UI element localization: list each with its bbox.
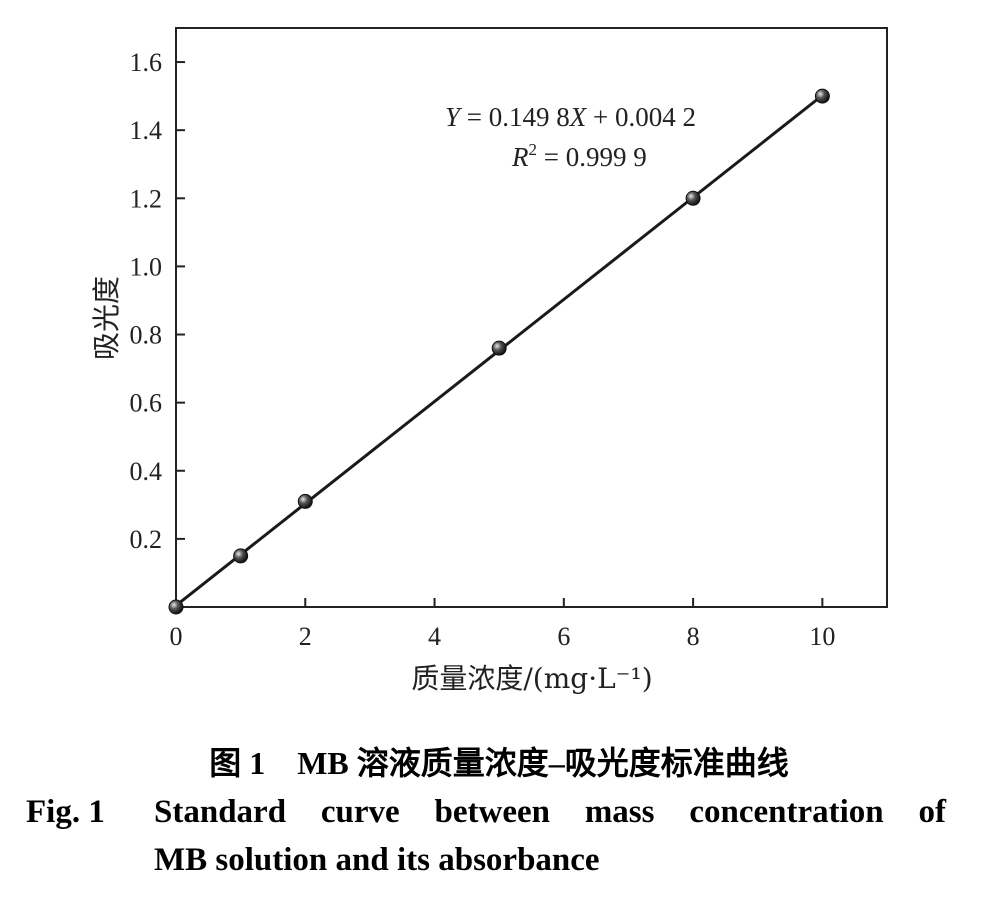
caption-english-label: Fig. 1 bbox=[26, 794, 105, 830]
y-tick-labels: 0.2 0.4 0.6 0.8 1.0 1.2 1.4 1.6 bbox=[130, 48, 163, 554]
data-point bbox=[685, 190, 701, 206]
y-axis-title: 吸光度 bbox=[90, 276, 123, 360]
chart: 0 2 4 6 8 10 0.2 0.4 0.6 0.8 1.0 1.2 1.4 1.6 Y = 0.1… bbox=[90, 27, 888, 695]
y-tick-label: 1.2 bbox=[130, 184, 163, 213]
y-tick-label: 0.8 bbox=[130, 321, 163, 350]
y-tick-label: 0.6 bbox=[130, 389, 163, 418]
y-tick-label: 0.2 bbox=[130, 525, 163, 554]
y-tick-label: 0.4 bbox=[130, 457, 163, 486]
y-tick-label: 1.0 bbox=[130, 252, 163, 281]
caption-chinese-label: 图 1 bbox=[209, 745, 266, 781]
caption-english-line2: MB solution and its absorbance bbox=[154, 842, 600, 878]
data-point bbox=[233, 548, 249, 564]
y-tick-label: 1.4 bbox=[130, 116, 163, 145]
x-tick-labels: 0 2 4 6 8 10 bbox=[170, 622, 836, 651]
tick-marks bbox=[175, 61, 824, 607]
caption-chinese: 图 1 MB 溶液质量浓度–吸光度标准曲线 bbox=[0, 738, 992, 784]
caption-chinese-text: MB 溶液质量浓度–吸光度标准曲线 bbox=[297, 745, 789, 781]
data-point bbox=[491, 340, 507, 356]
caption-word: curve bbox=[320, 794, 400, 830]
y-tick-label: 1.6 bbox=[130, 48, 163, 77]
caption-word: of bbox=[918, 794, 946, 830]
x-tick-label: 0 bbox=[170, 622, 183, 651]
caption-word: concentration bbox=[689, 794, 884, 830]
data-point bbox=[297, 493, 313, 509]
x-tick-label: 10 bbox=[809, 622, 835, 651]
plot-frame bbox=[175, 27, 888, 608]
caption-word: between bbox=[434, 794, 550, 830]
x-tick-label: 8 bbox=[687, 622, 700, 651]
x-tick-label: 4 bbox=[428, 622, 441, 651]
caption-word: mass bbox=[584, 794, 655, 830]
data-point bbox=[168, 599, 184, 615]
data-points bbox=[168, 88, 830, 615]
x-tick-label: 6 bbox=[557, 622, 570, 651]
equation-label: Y = 0.149 8X + 0.004 2 bbox=[445, 102, 696, 132]
r-squared-label: R2 = 0.999 9 bbox=[511, 140, 647, 172]
data-point bbox=[814, 88, 830, 104]
caption-word: Standard bbox=[154, 794, 287, 830]
caption-english-line1: Standard curve between mass concentration of bbox=[154, 788, 946, 836]
x-axis-title: 质量浓度/(mg·L⁻¹) bbox=[411, 662, 652, 695]
x-tick-label: 2 bbox=[299, 622, 312, 651]
caption-english: Fig. 1 Standard curve between mass concentra… bbox=[26, 788, 946, 884]
